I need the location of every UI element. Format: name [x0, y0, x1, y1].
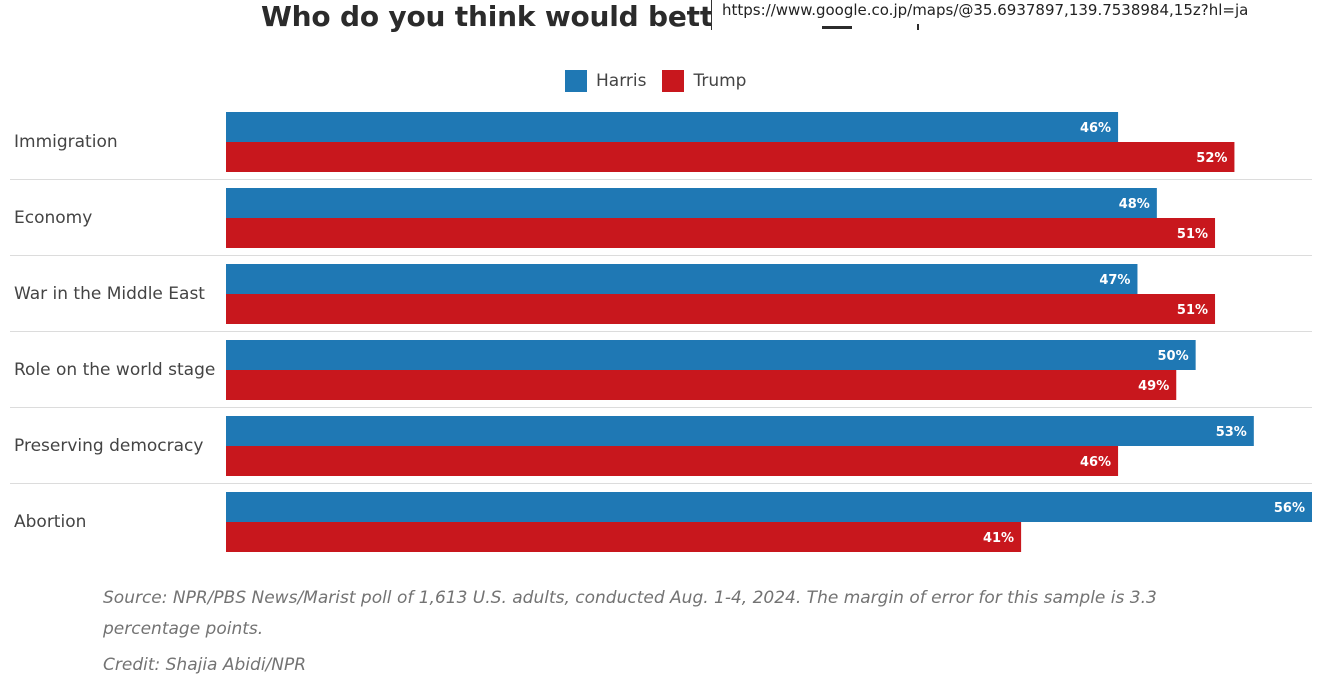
url-tooltip: https://www.google.co.jp/maps/@35.693789… [711, 0, 1336, 30]
obscured-title-fragment [822, 26, 852, 29]
category-label-immigration: Immigration [14, 132, 118, 152]
value-label-harris-role-on-the-world-stage: 50% [1158, 349, 1189, 364]
bar-harris-immigration [226, 112, 1119, 142]
legend-label-harris: Harris [596, 71, 647, 91]
category-label-preserving-democracy: Preserving democracy [14, 436, 203, 456]
value-label-trump-economy: 51% [1177, 227, 1208, 242]
value-label-trump-war-in-the-middle-east: 51% [1177, 303, 1208, 318]
bar-harris-economy [226, 188, 1157, 218]
value-label-harris-immigration: 46% [1080, 121, 1111, 136]
chart-title: Who do you think would better [261, 0, 746, 33]
legend-label-trump: Trump [693, 71, 747, 91]
obscured-title-fragment [917, 24, 919, 30]
category-label-economy: Economy [14, 208, 92, 228]
value-label-trump-abortion: 41% [983, 531, 1014, 546]
credit-note: Credit: Shajia Abidi/NPR [103, 655, 307, 675]
bar-trump-immigration [226, 142, 1235, 172]
legend-item-trump: Trump [662, 70, 746, 92]
bar-harris-abortion [226, 492, 1312, 522]
bar-harris-preserving-democracy [226, 416, 1254, 446]
bar-trump-role-on-the-world-stage [226, 370, 1177, 400]
chart-legend: Harris Trump [565, 70, 762, 92]
category-label-role-on-the-world-stage: Role on the world stage [14, 360, 215, 380]
url-tooltip-text: https://www.google.co.jp/maps/@35.693789… [722, 1, 1249, 19]
bar-harris-war-in-the-middle-east [226, 264, 1138, 294]
bar-chart: Immigration 46% 52% Economy 48% 51% War in the… [10, 112, 1312, 552]
value-label-harris-abortion: 56% [1274, 501, 1305, 516]
value-label-harris-economy: 48% [1119, 197, 1150, 212]
source-note: Source: NPR/PBS News/Marist poll of 1,61… [103, 588, 1157, 639]
bar-harris-role-on-the-world-stage [226, 340, 1196, 370]
value-label-trump-immigration: 52% [1196, 151, 1227, 166]
bar-trump-abortion [226, 522, 1022, 552]
legend-item-harris: Harris [565, 70, 646, 92]
value-label-harris-war-in-the-middle-east: 47% [1099, 273, 1130, 288]
category-label-war-in-the-middle-east: War in the Middle East [14, 284, 205, 304]
bar-trump-preserving-democracy [226, 446, 1119, 476]
value-label-trump-role-on-the-world-stage: 49% [1138, 379, 1169, 394]
category-label-abortion: Abortion [14, 512, 86, 532]
value-label-trump-preserving-democracy: 46% [1080, 455, 1111, 470]
bar-trump-war-in-the-middle-east [226, 294, 1216, 324]
value-label-harris-preserving-democracy: 53% [1216, 425, 1247, 440]
legend-swatch-trump [662, 70, 685, 92]
legend-swatch-harris [565, 70, 587, 92]
bar-trump-economy [226, 218, 1216, 248]
